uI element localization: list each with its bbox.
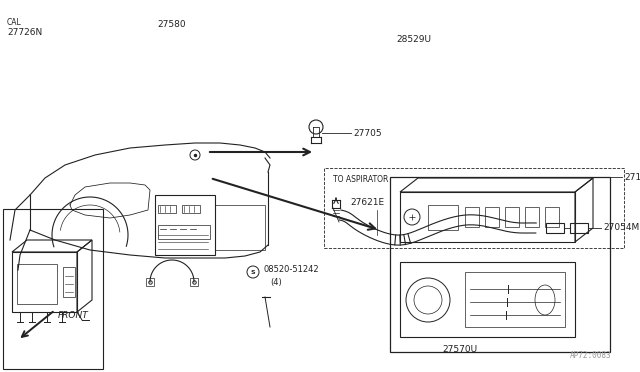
- Bar: [465, 272, 565, 327]
- Text: 27621E: 27621E: [350, 198, 385, 207]
- Text: FRONT: FRONT: [58, 311, 89, 321]
- Text: 27570U: 27570U: [442, 345, 477, 354]
- Bar: [324, 168, 624, 248]
- Bar: [485, 207, 499, 227]
- Bar: [546, 223, 564, 233]
- Text: 27054M: 27054M: [603, 224, 639, 232]
- Bar: [158, 205, 176, 213]
- Bar: [400, 192, 575, 242]
- Bar: [400, 262, 575, 337]
- Text: 27580: 27580: [157, 20, 186, 29]
- Text: 27705: 27705: [353, 128, 381, 138]
- Text: 27130: 27130: [624, 173, 640, 182]
- Bar: [390, 177, 610, 352]
- Bar: [505, 207, 519, 227]
- Bar: [545, 207, 559, 227]
- Text: (4): (4): [270, 279, 282, 288]
- Bar: [525, 207, 539, 227]
- Text: S: S: [251, 269, 255, 275]
- Bar: [570, 223, 588, 233]
- Text: 08520-51242: 08520-51242: [263, 264, 319, 273]
- Bar: [190, 278, 198, 286]
- Bar: [428, 205, 458, 230]
- Text: 27726N: 27726N: [7, 28, 42, 37]
- Bar: [155, 195, 215, 255]
- Bar: [146, 278, 154, 286]
- Bar: [17, 264, 57, 304]
- Bar: [63, 267, 75, 297]
- Bar: [12, 252, 77, 312]
- Text: AP72:0083: AP72:0083: [570, 351, 612, 360]
- Bar: [465, 207, 479, 227]
- Bar: [215, 205, 265, 250]
- Text: 28529U: 28529U: [396, 35, 431, 44]
- Text: CAL: CAL: [7, 18, 22, 27]
- Bar: [158, 225, 210, 239]
- Bar: [182, 205, 200, 213]
- Bar: [3, 209, 103, 369]
- Text: TO ASPIRATOR: TO ASPIRATOR: [333, 175, 388, 184]
